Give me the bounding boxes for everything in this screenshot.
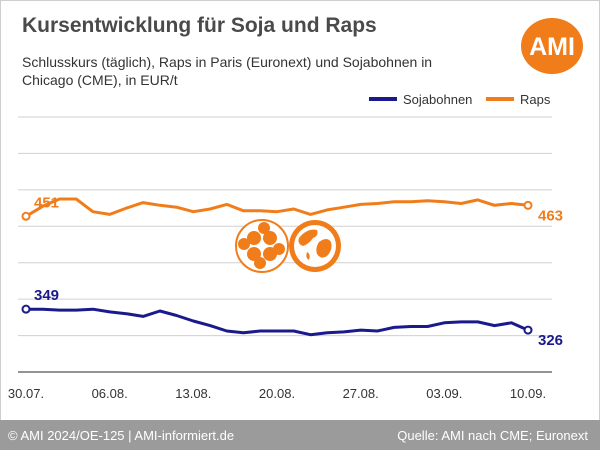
legend-label: Raps: [520, 92, 551, 107]
data-label-last: 326: [538, 332, 563, 349]
series-end-marker: [523, 325, 533, 335]
x-tick-label: 13.08.: [175, 386, 211, 401]
flower-petal: [263, 231, 277, 245]
x-tick-label: 10.09.: [510, 386, 546, 401]
ami-logo-text: AMI: [529, 33, 575, 61]
flower-petal: [258, 222, 270, 234]
data-label-first: 451: [34, 194, 59, 211]
x-tick-label: 03.09.: [426, 386, 462, 401]
flower-petal: [247, 231, 261, 245]
footer-source: Quelle: AMI nach CME; Euronext: [397, 428, 588, 443]
ami-logo: AMI: [521, 18, 583, 74]
series-layer: [21, 197, 533, 337]
x-tick-label: 06.08.: [92, 386, 128, 401]
flower-petal: [254, 257, 266, 269]
series-end-marker: [21, 211, 31, 221]
flower-center: [259, 243, 265, 249]
series-end-marker: [523, 200, 533, 210]
footer-copyright: © AMI 2024/OE-125 | AMI-informiert.de: [8, 428, 235, 443]
ami-logo-badge: [521, 18, 583, 74]
globe-continents: [298, 229, 332, 260]
chart-subtitle: Schlusskurs (täglich), Raps in Paris (Eu…: [22, 54, 433, 88]
x-tick-label: 30.07.: [8, 386, 44, 401]
series-line-sojabohnen: [24, 307, 530, 337]
chart-title: Kursentwicklung für Soja und Raps: [22, 14, 377, 37]
globe-icon: [289, 220, 341, 272]
label-layer: 349 326 451 463: [34, 194, 563, 349]
flower-petal: [238, 238, 250, 250]
data-label-first: 349: [34, 287, 59, 304]
legend-label: Sojabohnen: [403, 92, 472, 107]
flower-petal: [273, 243, 285, 255]
series-line-raps: [24, 197, 530, 218]
raps-flower-icon: [235, 219, 289, 273]
x-tick-label: 20.08.: [259, 386, 295, 401]
legend-layer: Sojabohnen Raps: [369, 92, 551, 107]
data-label-last: 463: [538, 207, 563, 224]
flower-petal: [247, 247, 261, 261]
axis-layer: 30.07. 06.08. 13.08. 20.08. 27.08. 03.09. 10.0…: [8, 371, 552, 401]
x-tick-label: 27.08.: [343, 386, 379, 401]
footer: © AMI 2024/OE-125 | AMI-informiert.de Qu…: [0, 420, 600, 450]
series-end-marker: [21, 304, 31, 314]
grid-layer: [18, 116, 552, 337]
line-chart: 30.07. 06.08. 13.08. 20.08. 27.08. 03.09. 10.0…: [8, 92, 563, 401]
